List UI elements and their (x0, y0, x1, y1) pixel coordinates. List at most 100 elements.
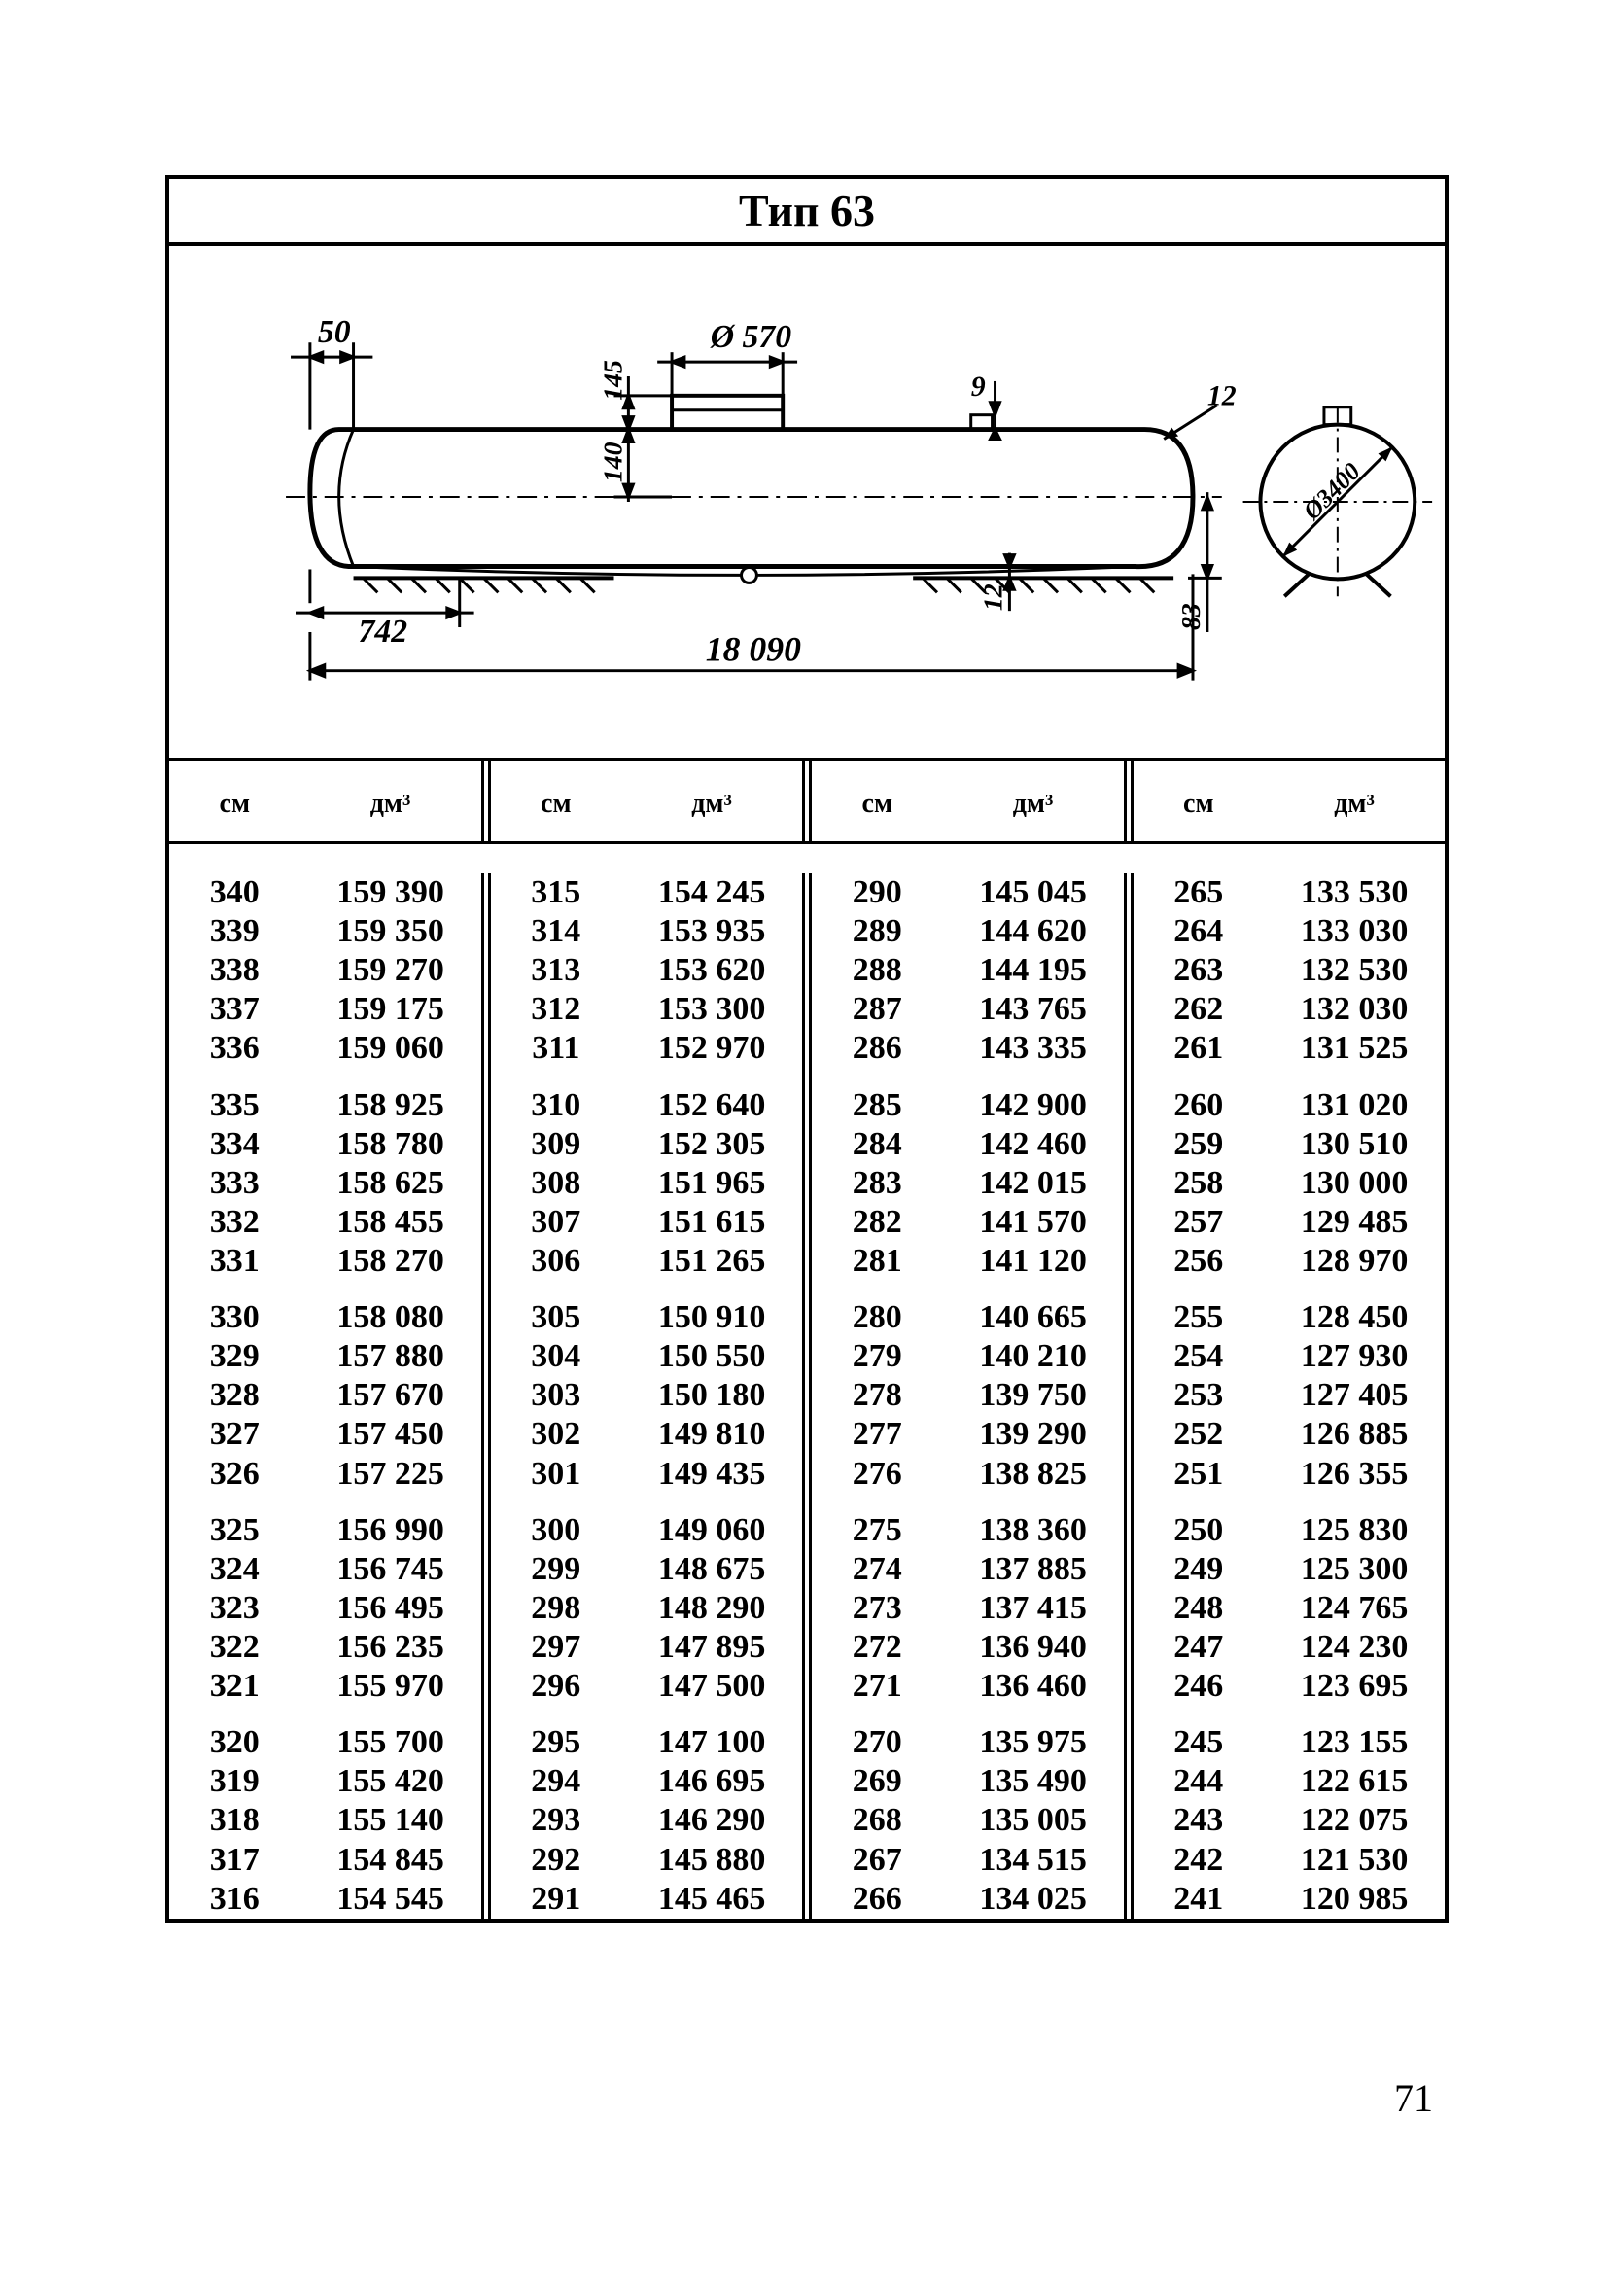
cm-value: 260 (1173, 1086, 1223, 1125)
dm3-value: 158 270 (336, 1242, 444, 1281)
cm-value: 242 (1173, 1841, 1223, 1880)
dm3-value: 158 455 (336, 1203, 444, 1242)
cm-value: 259 (1173, 1125, 1223, 1164)
dm3-value: 133 530 (1301, 873, 1409, 912)
cm-value: 283 (853, 1164, 902, 1203)
dm3-value: 148 675 (658, 1550, 766, 1589)
cm-value: 299 (531, 1550, 580, 1589)
dm3-value: 146 290 (658, 1801, 766, 1840)
col-header-dm3: дм³ (1264, 761, 1445, 841)
dm3-value: 156 990 (336, 1511, 444, 1550)
dm3-value: 147 500 (658, 1667, 766, 1706)
cm-value: 271 (853, 1667, 902, 1706)
cm-value: 324 (210, 1550, 260, 1589)
cm-value: 256 (1173, 1242, 1223, 1281)
col-header-cm: см (812, 761, 943, 841)
dm3-value: 154 845 (336, 1841, 444, 1880)
dm3-value: 140 665 (979, 1298, 1087, 1337)
dm3-value: 158 780 (336, 1125, 444, 1164)
cm-value: 264 (1173, 912, 1223, 951)
dm3-value: 137 415 (979, 1589, 1087, 1628)
col-header-cm: см (491, 761, 622, 841)
dm3-value: 141 570 (979, 1203, 1087, 1242)
cm-value: 253 (1173, 1376, 1223, 1415)
cm-value: 327 (210, 1415, 260, 1454)
cm-value: 268 (853, 1801, 902, 1840)
dm3-value: 159 390 (336, 873, 444, 912)
cm-value: 272 (853, 1628, 902, 1667)
dm3-value: 126 885 (1301, 1415, 1409, 1454)
dm3-value: 125 300 (1301, 1550, 1409, 1589)
cm-value: 313 (531, 951, 580, 990)
dm3-value: 149 435 (658, 1455, 766, 1494)
col-header-dm3: дм³ (943, 761, 1124, 841)
dm3-value: 154 545 (336, 1880, 444, 1919)
dm3-values: 133 530133 030132 530132 030131 525131 0… (1264, 873, 1445, 1919)
cm-value: 326 (210, 1455, 260, 1494)
dm3-value: 121 530 (1301, 1841, 1409, 1880)
dm3-value: 156 745 (336, 1550, 444, 1589)
cm-value: 245 (1173, 1723, 1223, 1762)
cm-value: 295 (531, 1723, 580, 1762)
cm-value: 288 (853, 951, 902, 990)
cm-value: 329 (210, 1337, 260, 1376)
cm-values: 3403393383373363353343333323313303293283… (169, 873, 300, 1919)
cm-value: 306 (531, 1242, 580, 1281)
dm3-value: 151 615 (658, 1203, 766, 1242)
cm-value: 251 (1173, 1455, 1223, 1494)
dm3-value: 127 930 (1301, 1337, 1409, 1376)
cm-value: 275 (853, 1511, 902, 1550)
dm3-value: 152 305 (658, 1125, 766, 1164)
dm3-value: 153 300 (658, 990, 766, 1029)
dim-742: 742 (359, 614, 408, 650)
dm3-value: 134 515 (979, 1841, 1087, 1880)
cm-value: 269 (853, 1762, 902, 1801)
dm3-value: 131 525 (1301, 1029, 1409, 1068)
cm-value: 290 (853, 873, 902, 912)
dm3-value: 155 970 (336, 1667, 444, 1706)
cm-value: 338 (210, 951, 260, 990)
cm-value: 258 (1173, 1164, 1223, 1203)
cm-value: 252 (1173, 1415, 1223, 1454)
cm-value: 319 (210, 1762, 260, 1801)
dm3-value: 152 640 (658, 1086, 766, 1125)
dm3-value: 120 985 (1301, 1880, 1409, 1919)
dm3-value: 145 465 (658, 1880, 766, 1919)
dim-12b: 12 (978, 583, 1008, 611)
dm3-value: 152 970 (658, 1029, 766, 1068)
dm3-value: 146 695 (658, 1762, 766, 1801)
cm-value: 296 (531, 1667, 580, 1706)
cm-value: 316 (210, 1880, 260, 1919)
cm-value: 287 (853, 990, 902, 1029)
dm3-value: 135 975 (979, 1723, 1087, 1762)
dm3-value: 134 025 (979, 1880, 1087, 1919)
tank-diagram: 50 Ø 570 (169, 246, 1445, 761)
cm-value: 340 (210, 873, 260, 912)
table-header: см дм³ см дм³ см дм³ см дм³ (169, 761, 1445, 844)
cm-value: 312 (531, 990, 580, 1029)
cm-value: 273 (853, 1589, 902, 1628)
dm3-value: 153 620 (658, 951, 766, 990)
dm3-value: 135 490 (979, 1762, 1087, 1801)
cm-value: 318 (210, 1801, 260, 1840)
dm3-value: 138 825 (979, 1455, 1087, 1494)
cm-value: 339 (210, 912, 260, 951)
dm3-value: 158 925 (336, 1086, 444, 1125)
cm-value: 331 (210, 1242, 260, 1281)
dm3-value: 151 965 (658, 1164, 766, 1203)
dm3-value: 148 290 (658, 1589, 766, 1628)
col-header-cm: см (169, 761, 300, 841)
cm-value: 307 (531, 1203, 580, 1242)
dm3-value: 128 970 (1301, 1242, 1409, 1281)
dm3-value: 139 750 (979, 1376, 1087, 1415)
tank-diagram-svg: 50 Ø 570 (169, 246, 1445, 758)
dm3-value: 142 460 (979, 1125, 1087, 1164)
dm3-value: 150 910 (658, 1298, 766, 1337)
dm3-values: 145 045144 620144 195143 765143 335142 9… (943, 873, 1124, 1919)
dm3-value: 128 450 (1301, 1298, 1409, 1337)
dm3-value: 136 940 (979, 1628, 1087, 1667)
cm-value: 282 (853, 1203, 902, 1242)
cm-value: 309 (531, 1125, 580, 1164)
cm-value: 298 (531, 1589, 580, 1628)
dm3-value: 123 155 (1301, 1723, 1409, 1762)
